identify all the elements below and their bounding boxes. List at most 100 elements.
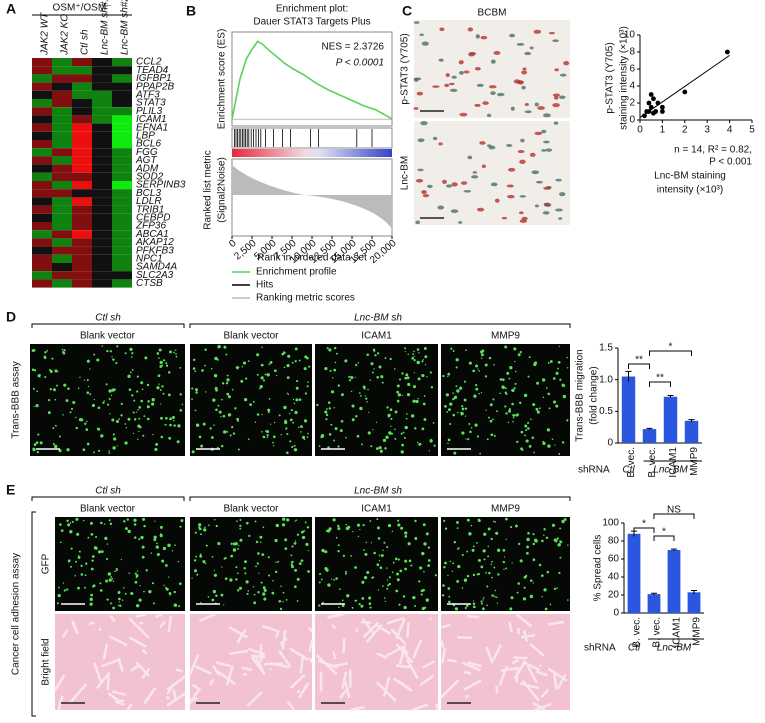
heatmap-cell <box>92 74 112 83</box>
cell <box>101 345 104 347</box>
cell <box>168 576 170 578</box>
cell <box>347 525 351 529</box>
cell <box>354 600 356 602</box>
cell <box>555 538 558 541</box>
tube <box>330 624 337 630</box>
group-header: Lnc-BM sh <box>354 486 402 497</box>
cell <box>78 550 81 553</box>
sig-bracket <box>633 527 655 533</box>
heatmap-cell <box>52 254 72 263</box>
gene-label: PLIL3 <box>136 106 163 117</box>
heatmap-cell <box>72 156 92 165</box>
cell <box>408 559 412 563</box>
cell <box>459 386 463 390</box>
heatmap-cell <box>32 205 52 214</box>
cell <box>449 402 453 406</box>
heatmap-cell <box>72 58 92 67</box>
cell <box>267 408 271 412</box>
cell <box>158 357 160 359</box>
cell <box>86 391 90 394</box>
cell <box>551 438 554 440</box>
nucleus <box>490 59 496 64</box>
heatmap-cell <box>52 156 72 165</box>
cell <box>566 419 569 422</box>
tube <box>262 624 277 632</box>
heatmap-cell <box>92 213 112 222</box>
cell <box>397 558 400 561</box>
cell <box>163 584 165 586</box>
cell <box>517 542 521 546</box>
cell <box>112 446 116 450</box>
cell <box>284 420 288 425</box>
cell <box>350 376 354 380</box>
cell <box>363 549 365 551</box>
cell <box>561 441 565 444</box>
y-tick-label: 100 <box>602 518 619 529</box>
cell <box>278 600 282 603</box>
cell <box>416 360 420 365</box>
cell <box>386 579 389 581</box>
cell <box>380 554 384 557</box>
cell <box>359 528 361 531</box>
cell <box>159 525 163 529</box>
cell <box>106 598 109 601</box>
cell <box>377 589 380 591</box>
cell <box>533 362 537 367</box>
cell <box>192 358 196 362</box>
cell <box>237 589 240 592</box>
cell <box>191 398 193 400</box>
tube <box>167 615 173 632</box>
cell <box>373 551 376 555</box>
cell <box>417 397 419 400</box>
cell <box>205 544 208 547</box>
cell <box>401 372 404 375</box>
x-tick-label: MMP9 <box>692 617 703 646</box>
y-tick-label: 60 <box>608 554 620 565</box>
cell <box>199 554 203 558</box>
cell <box>110 576 113 578</box>
cell <box>554 444 556 446</box>
cell <box>298 359 301 362</box>
cell <box>360 604 364 608</box>
cell <box>567 544 569 546</box>
cell <box>75 560 78 563</box>
cell <box>230 542 233 546</box>
gene-label: CTSB <box>136 278 163 289</box>
cell <box>486 604 488 607</box>
cell <box>325 529 329 533</box>
cell <box>155 442 159 446</box>
cell <box>444 561 447 565</box>
cell <box>351 418 355 422</box>
cell <box>356 434 360 438</box>
cell <box>293 448 298 452</box>
point <box>651 96 656 102</box>
cell <box>333 407 335 409</box>
cell <box>159 533 163 538</box>
cell <box>255 565 257 568</box>
cell <box>543 588 547 592</box>
cell <box>320 578 323 581</box>
cell <box>74 574 77 577</box>
cell <box>272 579 274 582</box>
heatmap-cell <box>112 140 132 149</box>
cell <box>370 362 374 366</box>
cell <box>338 606 340 608</box>
cell <box>372 429 374 431</box>
cell <box>298 562 302 566</box>
nucleus <box>529 46 534 50</box>
cell <box>504 387 507 390</box>
nucleus <box>518 211 524 215</box>
heatmap-cell <box>92 197 112 206</box>
cell <box>510 526 513 529</box>
cell <box>427 564 431 568</box>
cell <box>91 403 95 408</box>
nucleus <box>552 39 559 43</box>
cell <box>495 596 498 598</box>
heatmap-cell <box>32 279 52 288</box>
column-label: Lnc-BM sh#2 <box>120 0 131 55</box>
cell <box>303 367 307 371</box>
tube <box>188 654 200 675</box>
cell <box>363 575 368 580</box>
cell <box>426 376 428 378</box>
cell <box>158 348 162 352</box>
